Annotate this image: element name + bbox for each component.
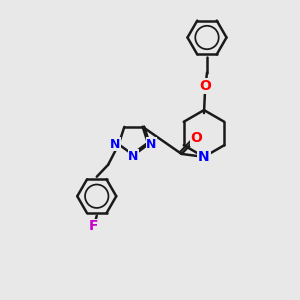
Text: F: F: [89, 219, 98, 233]
Text: O: O: [200, 79, 211, 93]
Text: N: N: [110, 138, 120, 151]
Text: N: N: [146, 138, 157, 151]
Text: N: N: [128, 150, 139, 163]
Text: N: N: [198, 150, 210, 164]
Text: O: O: [190, 131, 202, 145]
